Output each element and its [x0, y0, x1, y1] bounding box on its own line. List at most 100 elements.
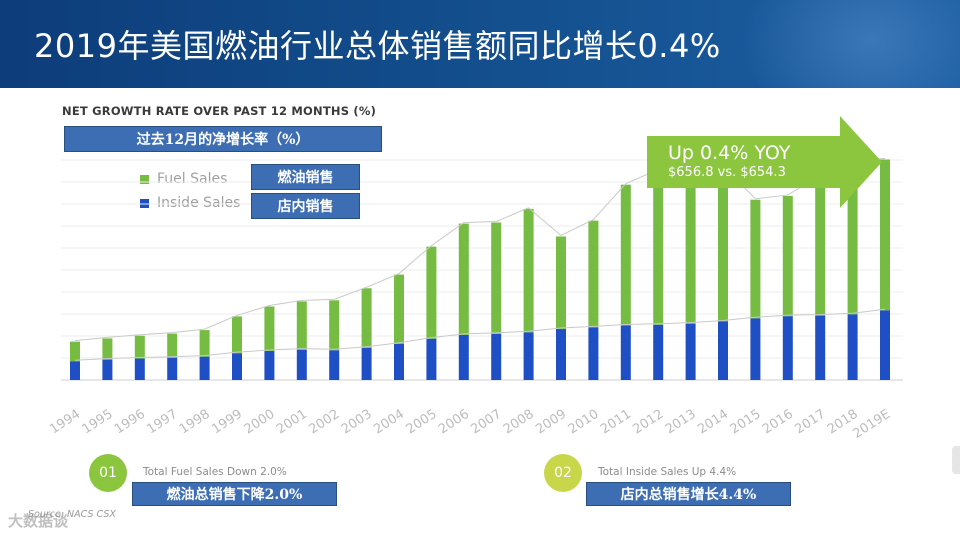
side-tab[interactable]	[952, 446, 960, 474]
bar-fuel-2018	[847, 160, 858, 315]
bar-fuel-2012	[653, 170, 664, 325]
bar-inside-2014	[718, 321, 728, 380]
legend-fuel-swatch	[140, 174, 149, 184]
bar-inside-1998	[199, 356, 210, 380]
annotation-inside-cn: 店内销售	[251, 193, 360, 219]
bar-fuel-2015	[750, 199, 761, 319]
bar-inside-2002	[329, 350, 340, 380]
x-tick-2013: 2013	[663, 407, 699, 438]
chart-svg: 1994199519961997199819992000200120022003…	[47, 116, 903, 442]
bar-inside-2019E	[880, 310, 890, 380]
chart-x-ticks: 1994199519961997199819992000200120022003…	[47, 407, 893, 442]
x-tick-1995: 1995	[80, 407, 116, 438]
bar-inside-2000	[264, 351, 275, 380]
callout-arrow: Up 0.4% YOY $656.8 vs. $654.3	[647, 116, 882, 208]
watermark-logo: 大数据谈	[8, 512, 69, 530]
bar-inside-2009	[556, 329, 566, 380]
bar-fuel-2009	[556, 236, 566, 330]
bar-inside-2004	[394, 343, 404, 380]
x-tick-1999: 1999	[209, 407, 245, 438]
total-trend-line	[74, 157, 886, 342]
bar-fuel-1996	[134, 335, 145, 359]
x-tick-2017: 2017	[792, 407, 828, 438]
legend-fuel: Fuel Sales	[140, 171, 227, 187]
footer-circle-01: 01	[89, 454, 127, 492]
x-tick-2012: 2012	[630, 407, 666, 438]
x-tick-2010: 2010	[566, 407, 602, 438]
bar-fuel-1994	[70, 341, 80, 362]
callout-arrow-shape	[647, 116, 882, 208]
bar-fuel-1995	[102, 338, 113, 360]
bar-fuel-2010	[588, 220, 599, 328]
bar-inside-2017	[815, 315, 826, 380]
callout-line2: $656.8 vs. $654.3	[668, 165, 786, 180]
x-tick-2019E: 2019E	[850, 407, 893, 442]
x-tick-2001: 2001	[274, 407, 310, 438]
bar-inside-1999	[232, 353, 242, 380]
bar-fuel-2002	[329, 300, 340, 351]
bar-fuel-2005	[426, 246, 437, 339]
bar-inside-2012	[653, 324, 664, 380]
bar-inside-1994	[70, 361, 80, 380]
bar-fuel-2017	[815, 176, 826, 316]
legend-fuel-label: Fuel Sales	[157, 171, 228, 187]
bar-fuel-1999	[232, 316, 242, 354]
bar-fuel-2004	[394, 274, 404, 344]
bar-inside-2013	[685, 323, 696, 380]
chart-grid	[61, 159, 903, 381]
bar-fuel-2019E	[880, 159, 890, 311]
footer-cn-01: 燃油总销售下降2.0%	[132, 482, 337, 506]
bar-inside-2001	[296, 349, 307, 380]
x-tick-2016: 2016	[760, 407, 796, 438]
chart-total-lines	[74, 157, 886, 361]
bar-inside-2008	[523, 332, 534, 380]
bar-inside-2018	[847, 314, 858, 380]
x-tick-1998: 1998	[177, 407, 213, 438]
bar-fuel-2006	[458, 223, 469, 335]
bar-fuel-2000	[264, 306, 275, 352]
legend-inside-swatch	[140, 198, 149, 208]
bar-fuel-2014	[718, 167, 728, 322]
page-title: 2019年美国燃油行业总体销售额同比增长0.4%	[34, 27, 721, 65]
footer-text-01: Total Fuel Sales Down 2.0%	[143, 466, 287, 478]
footer-circle-02: 02	[544, 454, 582, 492]
bar-inside-2011	[620, 325, 631, 380]
bar-inside-2007	[491, 333, 502, 380]
x-tick-2009: 2009	[533, 407, 569, 438]
bar-inside-2015	[750, 318, 761, 380]
bar-inside-1997	[167, 357, 178, 380]
x-tick-2000: 2000	[242, 407, 278, 438]
x-tick-2004: 2004	[371, 407, 407, 438]
bar-fuel-2008	[523, 208, 534, 333]
footer-cn-02: 店内总销售增长4.4%	[586, 482, 791, 506]
source-note: Source: NACS CSX	[28, 509, 116, 520]
bar-fuel-2013	[685, 169, 696, 324]
x-tick-1997: 1997	[144, 407, 180, 438]
chart-bars	[70, 159, 890, 380]
bar-fuel-2003	[361, 288, 372, 348]
annotation-title-cn: 过去12月的净增长率（%）	[64, 126, 382, 152]
legend-inside-label: Inside Sales	[157, 195, 241, 211]
bar-inside-2016	[782, 316, 793, 380]
x-tick-2015: 2015	[728, 407, 764, 438]
x-tick-2007: 2007	[468, 407, 504, 438]
bar-fuel-2011	[620, 184, 631, 326]
bar-inside-2005	[426, 338, 437, 380]
x-tick-2002: 2002	[306, 407, 342, 438]
bar-fuel-2001	[296, 301, 307, 350]
x-tick-2014: 2014	[695, 407, 731, 438]
header-banner: 2019年美国燃油行业总体销售额同比增长0.4%	[0, 0, 960, 88]
callout-line1: Up 0.4% YOY	[668, 142, 791, 164]
bar-inside-2003	[361, 347, 372, 380]
x-tick-2006: 2006	[436, 407, 472, 438]
x-tick-2003: 2003	[339, 407, 375, 438]
bar-inside-2006	[458, 334, 469, 380]
x-tick-2011: 2011	[598, 407, 634, 438]
inside-trend-line	[74, 308, 886, 361]
bar-inside-2010	[588, 327, 599, 380]
legend-inside: Inside Sales	[140, 195, 240, 211]
bar-inside-1995	[102, 359, 113, 380]
x-tick-2008: 2008	[501, 407, 537, 438]
annotation-fuel-cn: 燃油销售	[251, 164, 360, 190]
x-tick-1994: 1994	[47, 407, 83, 438]
